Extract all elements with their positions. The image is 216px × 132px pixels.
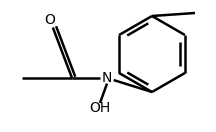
Text: N: N — [102, 71, 112, 85]
Text: O: O — [44, 13, 56, 27]
Text: OH: OH — [89, 101, 111, 115]
